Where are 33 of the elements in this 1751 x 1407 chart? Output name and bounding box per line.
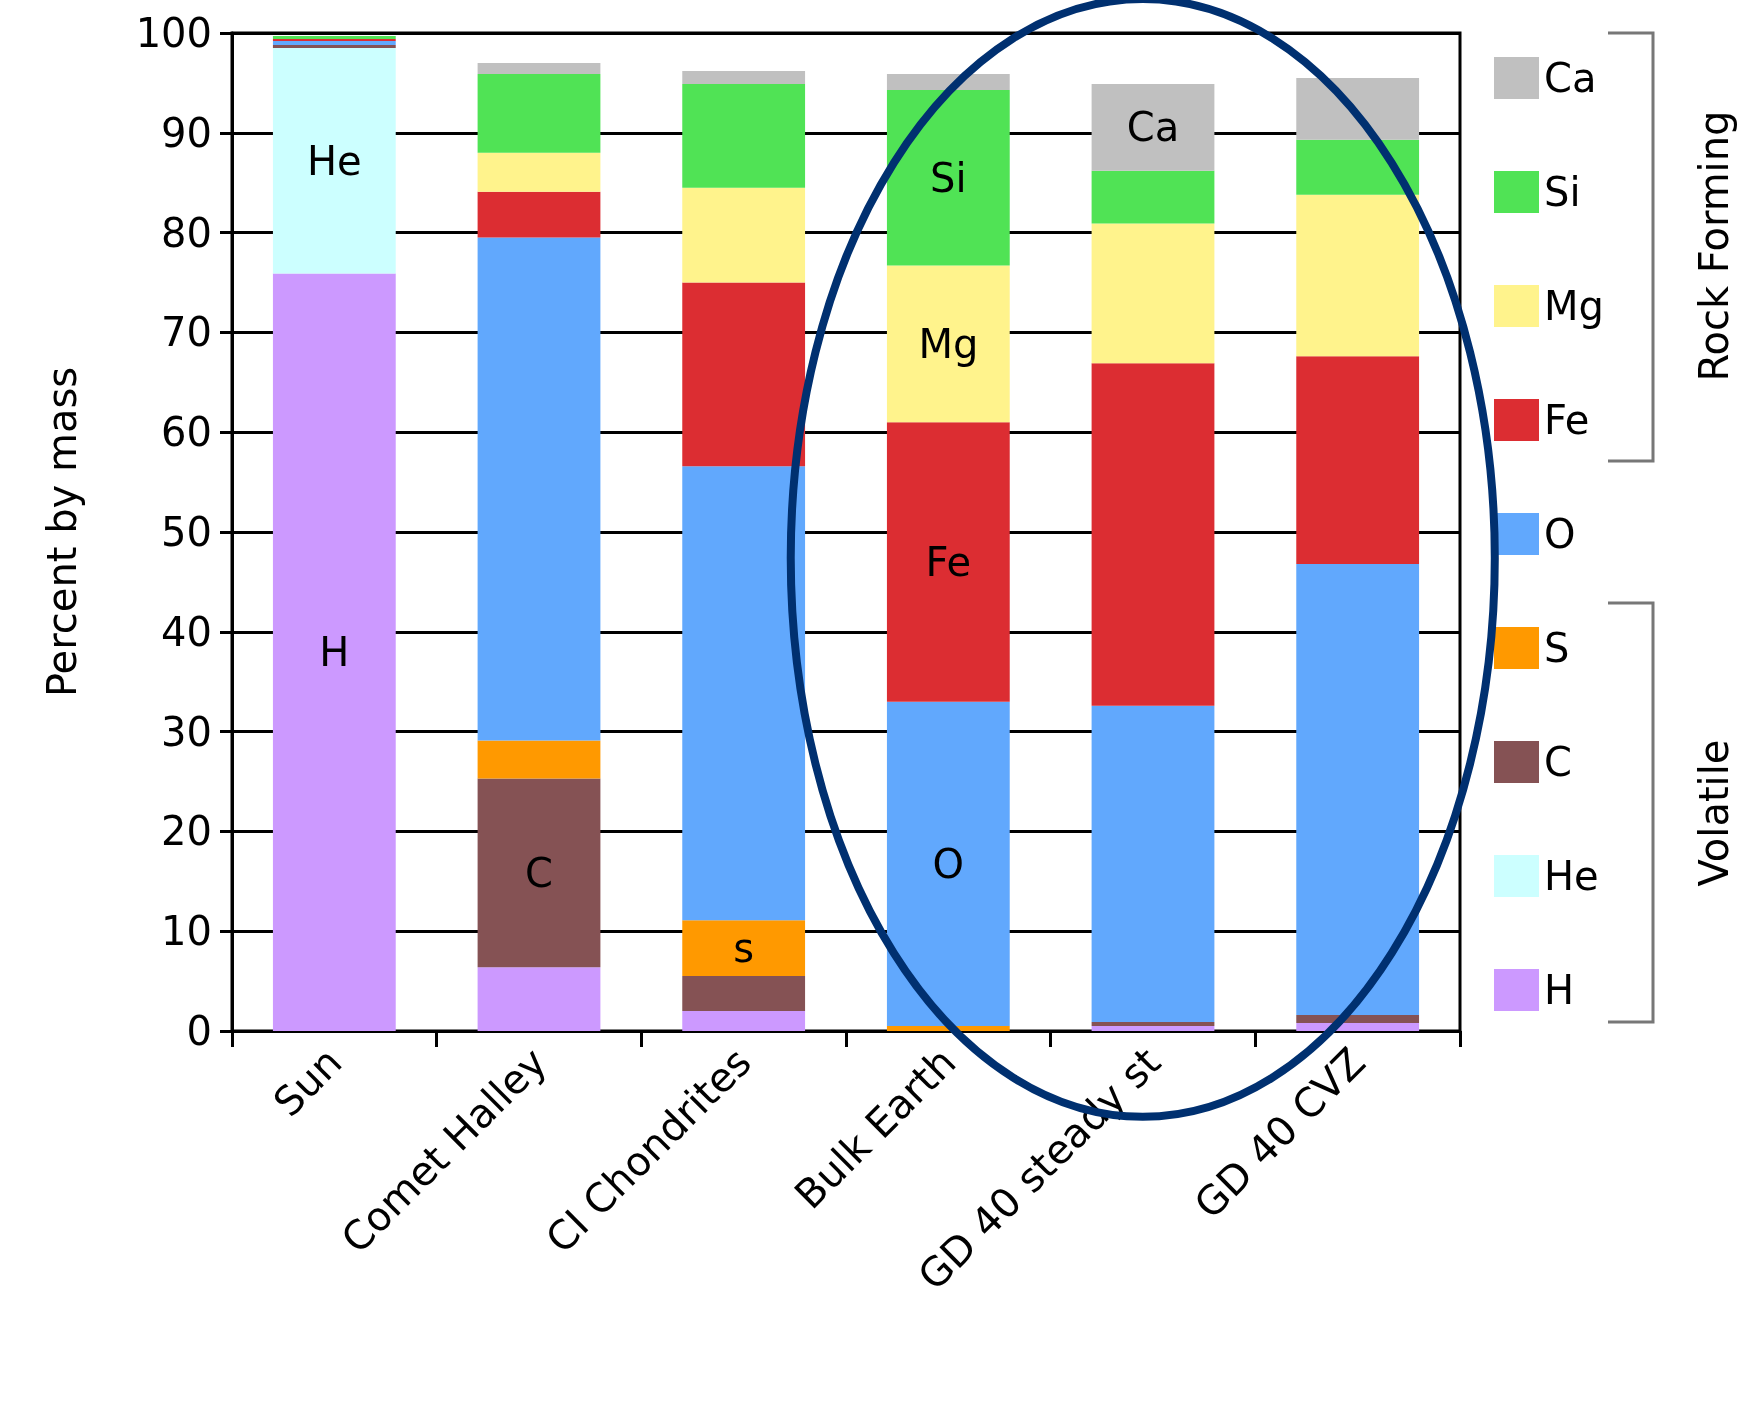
y-tick-label: 80 — [161, 209, 212, 256]
legend-label: C — [1544, 739, 1572, 785]
y-tick-label: 90 — [161, 109, 212, 156]
y-tick-label: 30 — [161, 708, 212, 755]
legend-label: Ca — [1544, 55, 1597, 101]
y-tick-label: 0 — [186, 1008, 212, 1054]
legend-label: H — [1544, 967, 1575, 1013]
legend-label: He — [1544, 853, 1599, 899]
text: Rock Forming — [1691, 110, 1737, 382]
annotation: H — [319, 629, 350, 676]
legend-label: Mg — [1544, 283, 1604, 329]
annotation: Ca — [1126, 104, 1180, 151]
annotation: Si — [930, 154, 967, 201]
text: Volatile — [1691, 739, 1737, 887]
annotation: Fe — [925, 538, 972, 585]
annotation: He — [306, 137, 362, 184]
annotation: C — [525, 849, 553, 896]
annotation: Mg — [918, 320, 979, 367]
legend-label: Si — [1544, 169, 1581, 215]
y-tick-label: 60 — [161, 409, 212, 456]
y-tick-label: 20 — [161, 808, 212, 855]
legend-label: O — [1544, 511, 1576, 557]
y-tick-label: 10 — [161, 908, 212, 955]
annotation: O — [932, 840, 965, 887]
y-tick-label: 40 — [161, 608, 212, 655]
y-tick-label: 50 — [161, 509, 212, 555]
legend-label: S — [1544, 625, 1570, 671]
y-axis-title: Percent by mass — [39, 366, 85, 698]
x-tick-label: Sun — [264, 1038, 351, 1126]
annotation: s — [733, 925, 755, 972]
y-tick-label: 100 — [135, 10, 212, 56]
y-tick-label: 70 — [161, 309, 212, 356]
legend-label: Fe — [1544, 397, 1590, 443]
